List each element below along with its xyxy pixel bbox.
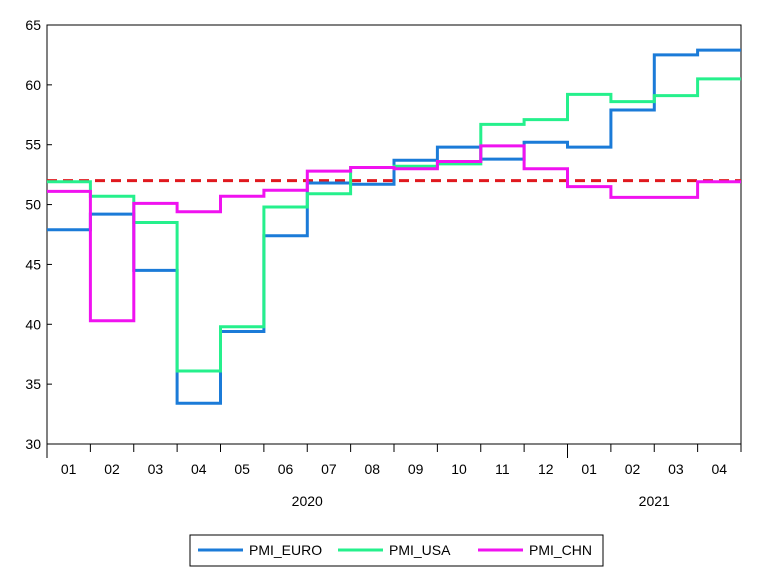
y-tick-label: 35 <box>25 376 41 392</box>
x-tick-label: 07 <box>321 461 337 477</box>
legend: PMI_EURO PMI_USA PMI_CHN <box>189 534 604 567</box>
x-tick-label: 08 <box>365 461 381 477</box>
x-tick-label: 02 <box>625 461 641 477</box>
series-line-pmi-usa <box>47 77 741 373</box>
y-tick-label: 50 <box>25 197 41 213</box>
plot-frame <box>46 24 742 445</box>
x-tick-label: 05 <box>234 461 250 477</box>
x-tick-label: 12 <box>538 461 554 477</box>
y-tick-label: 30 <box>25 436 41 452</box>
x-tick-label: 01 <box>61 461 77 477</box>
year-label: 2020 <box>292 493 323 509</box>
x-tick-label: 04 <box>712 461 728 477</box>
x-tick-label: 04 <box>191 461 207 477</box>
x-tick-label: 03 <box>668 461 684 477</box>
y-tick-label: 40 <box>25 316 41 332</box>
year-label: 2021 <box>639 493 670 509</box>
x-tick-label: 02 <box>104 461 120 477</box>
y-axis: 30 35 40 45 50 55 60 65 <box>25 17 52 452</box>
legend-label-pmi-usa: PMI_USA <box>389 542 451 558</box>
y-tick-label: 60 <box>25 77 41 93</box>
x-tick-label: 06 <box>278 461 294 477</box>
x-tick-label: 11 <box>495 461 510 477</box>
legend-box <box>189 534 604 567</box>
x-tick-label: 10 <box>451 461 467 477</box>
y-tick-label: 45 <box>25 256 41 272</box>
x-tick-label: 09 <box>408 461 424 477</box>
legend-label-pmi-euro: PMI_EURO <box>249 542 322 558</box>
y-tick-label: 65 <box>25 17 41 33</box>
x-tick-label: 03 <box>148 461 164 477</box>
series-layer <box>47 48 741 405</box>
legend-label-pmi-chn: PMI_CHN <box>529 542 592 558</box>
y-tick-label: 55 <box>25 137 41 153</box>
x-tick-label: 01 <box>581 461 597 477</box>
x-axis: 01 02 03 04 05 06 07 08 09 10 11 12 01 02 03 04 2020 2021 <box>46 444 742 509</box>
series-line-pmi-chn <box>47 144 741 323</box>
